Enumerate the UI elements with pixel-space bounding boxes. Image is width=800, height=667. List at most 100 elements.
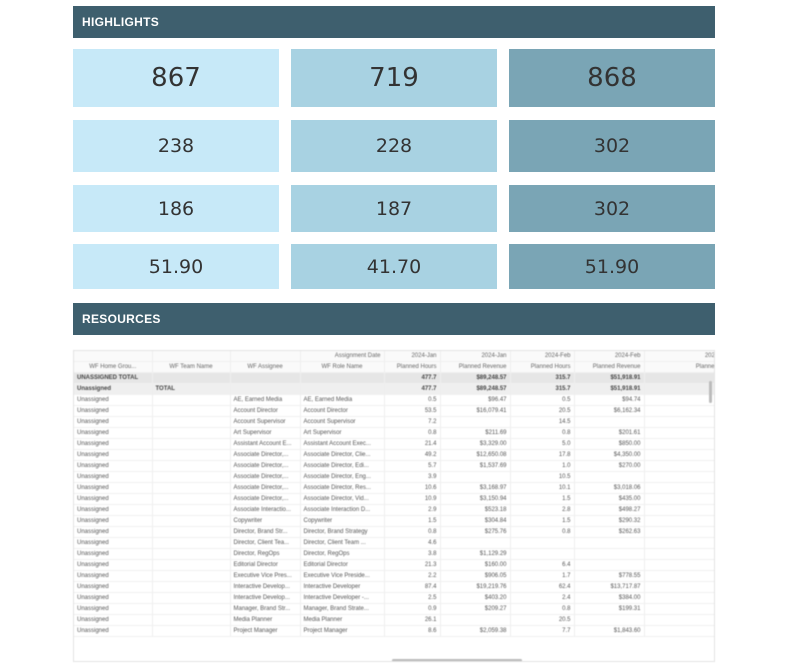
table-cell: [152, 515, 231, 527]
table-cell: 2.2: [384, 570, 441, 582]
column-header[interactable]: [74, 351, 153, 362]
column-header[interactable]: [152, 351, 231, 362]
table-row[interactable]: Unassigned Copywriter Copywriter 1.5 $304.84…: [74, 515, 714, 527]
table-cell: [510, 548, 575, 560]
table-cell: [644, 603, 714, 615]
column-header[interactable]: 2024-Feb: [574, 351, 645, 362]
table-cell: [152, 471, 231, 483]
table-cell: Unassigned: [74, 493, 153, 505]
column-header[interactable]: 2024-Jan: [384, 351, 441, 362]
table-cell: [230, 383, 301, 395]
column-header[interactable]: Planned Hours: [510, 361, 575, 373]
column-header[interactable]: [230, 351, 301, 362]
highlights-title: HIGHLIGHTS: [82, 15, 159, 29]
kpi-tile[interactable]: 228: [291, 120, 497, 172]
table-cell: [152, 504, 231, 516]
table-row[interactable]: Unassigned Associate Director,... Associat…: [74, 460, 714, 472]
table-row[interactable]: Unassigned Director, Brand Str... Director…: [74, 526, 714, 538]
table-row[interactable]: Unassigned Assistant Account E... Assistan…: [74, 438, 714, 450]
table-cell: Unassigned: [74, 537, 153, 549]
table-cell: Account Director: [300, 405, 385, 417]
horizontal-scrollbar[interactable]: [392, 659, 522, 661]
table-row[interactable]: Unassigned Associate Director,... Associat…: [74, 493, 714, 505]
column-header[interactable]: Assignment Date: [300, 351, 385, 362]
column-header[interactable]: 2024-Feb: [510, 351, 575, 362]
table-cell: [152, 581, 231, 593]
table-cell: 20.5: [510, 614, 575, 626]
table-cell: 0.5: [510, 394, 575, 406]
table-cell: Assistant Account Exec...: [300, 438, 385, 450]
table-row[interactable]: Unassigned Associate Director,... Associat…: [74, 471, 714, 483]
total-row[interactable]: Unassigned TOTAL 477.7 $89,248.57 315.7 $51,9…: [74, 383, 714, 395]
table-cell: Unassigned: [74, 526, 153, 538]
table-row[interactable]: Unassigned Interactive Develop... Interact…: [74, 581, 714, 593]
table-row[interactable]: Unassigned Account Supervisor Account Supe…: [74, 416, 714, 428]
table-cell: $523.18: [440, 504, 511, 516]
table-cell: 53.5: [384, 405, 441, 417]
kpi-tile[interactable]: 51.90: [73, 244, 279, 289]
table-cell: 49.2: [384, 449, 441, 461]
kpi-tile[interactable]: 186: [73, 185, 279, 232]
table-cell: [152, 394, 231, 406]
column-header[interactable]: WF Team Name: [152, 361, 231, 373]
table-cell: [644, 526, 714, 538]
table-cell: [574, 548, 645, 560]
table-cell: [644, 493, 714, 505]
column-header[interactable]: WF Role Name: [300, 361, 385, 373]
table-cell: Associate Director, Vid...: [300, 493, 385, 505]
column-header[interactable]: 2024-Mar: [644, 351, 714, 362]
kpi-tile[interactable]: 302: [509, 185, 715, 232]
table-row[interactable]: Unassigned Art Supervisor Art Supervisor 0.…: [74, 427, 714, 439]
column-header[interactable]: Planned Revenue: [440, 361, 511, 373]
table-row[interactable]: Unassigned Editorial Director Editorial Di…: [74, 559, 714, 571]
table-cell: 1.5: [384, 515, 441, 527]
kpi-tile[interactable]: 867: [73, 49, 279, 107]
column-header[interactable]: 2024-Jan: [440, 351, 511, 362]
table-row[interactable]: Unassigned Interactive Develop... Interact…: [74, 592, 714, 604]
table-row[interactable]: Unassigned Director, Client Tea... Directo…: [74, 537, 714, 549]
table-cell: [152, 526, 231, 538]
table-cell: 3.9: [384, 471, 441, 483]
table-cell: 0.8: [510, 603, 575, 615]
table-cell: [644, 625, 714, 637]
kpi-tile[interactable]: 41.70: [291, 244, 497, 289]
table-row[interactable]: Unassigned AE, Earned Media AE, Earned Med…: [74, 394, 714, 406]
table-cell: Associate Director,...: [230, 449, 301, 461]
header-row-dates: Assignment Date 2024-Jan 2024-Jan 2024-Feb 2…: [74, 351, 714, 362]
table-row[interactable]: Unassigned Associate Director,... Associat…: [74, 449, 714, 461]
table-row[interactable]: Unassigned Executive Vice Pres... Executiv…: [74, 570, 714, 582]
table-row[interactable]: Unassigned Manager, Brand Str... Manager, …: [74, 603, 714, 615]
resources-table-container[interactable]: Assignment Date 2024-Jan 2024-Jan 2024-Feb 2…: [73, 350, 715, 662]
column-header[interactable]: Planned Hou: [644, 361, 714, 373]
total-row[interactable]: UNASSIGNED TOTAL 477.7 $89,248.57 315.7 $51,…: [74, 372, 714, 384]
vertical-scrollbar[interactable]: [709, 381, 712, 403]
table-row[interactable]: Unassigned Associate Interactio... Associa…: [74, 504, 714, 516]
table-row[interactable]: Unassigned Associate Director,... Associat…: [74, 482, 714, 494]
table-cell: 0.8: [384, 427, 441, 439]
kpi-tile[interactable]: 187: [291, 185, 497, 232]
table-cell: $3,329.00: [440, 438, 511, 450]
column-header[interactable]: WF Assignee: [230, 361, 301, 373]
kpi-tile[interactable]: 719: [291, 49, 497, 107]
table-row[interactable]: Unassigned Director, RegOps Director, RegO…: [74, 548, 714, 560]
column-header[interactable]: WF Home Grou...: [74, 361, 153, 373]
kpi-row: 238 228 302: [73, 120, 715, 172]
table-row[interactable]: Unassigned Media Planner Media Planner 26.1…: [74, 614, 714, 626]
kpi-tile[interactable]: 868: [509, 49, 715, 107]
column-header[interactable]: Planned Hours: [384, 361, 441, 373]
table-cell: $1,129.29: [440, 548, 511, 560]
table-cell: 1.7: [510, 570, 575, 582]
kpi-tile[interactable]: 302: [509, 120, 715, 172]
table-row[interactable]: Unassigned Account Director Account Direct…: [74, 405, 714, 417]
table-cell: [644, 581, 714, 593]
table-cell: 8.6: [384, 625, 441, 637]
kpi-tile[interactable]: 51.90: [509, 244, 715, 289]
table-cell: Interactive Developer: [300, 581, 385, 593]
table-cell: 21.3: [384, 559, 441, 571]
table-row[interactable]: Unassigned Project Manager Project Manager…: [74, 625, 714, 637]
table-cell: [230, 372, 301, 384]
table-cell: Unassigned: [74, 449, 153, 461]
table-cell: Director, RegOps: [300, 548, 385, 560]
kpi-tile[interactable]: 238: [73, 120, 279, 172]
column-header[interactable]: Planned Revenue: [574, 361, 645, 373]
